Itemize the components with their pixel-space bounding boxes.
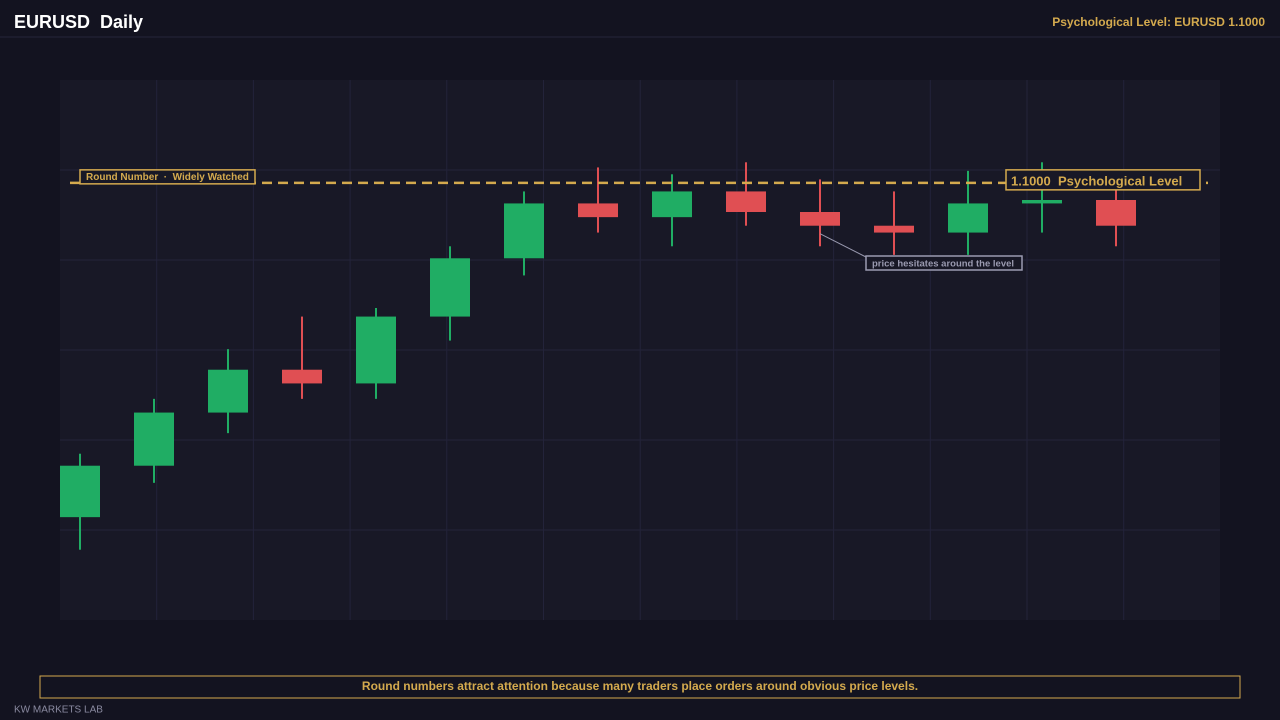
level-label: 1.1000 Psychological Level xyxy=(1011,173,1182,188)
chart-title: EURUSD Daily xyxy=(14,12,143,32)
brand: KW MARKETS LAB xyxy=(14,705,103,716)
candle-body xyxy=(948,203,988,233)
candle-body xyxy=(652,191,692,218)
candles xyxy=(60,162,1136,550)
candle-body xyxy=(430,258,470,317)
candle-body xyxy=(1096,200,1136,226)
annotation-box xyxy=(865,255,1023,271)
overlay: Round Number · Widely Watched 1.1000 Psyc… xyxy=(70,169,1208,271)
annotation: price hesitates around the level xyxy=(872,259,1014,270)
candle-body xyxy=(578,203,618,218)
chart-subtitle: Psychological Level: EURUSD 1.1000 xyxy=(1052,15,1265,29)
note-box xyxy=(39,675,1241,699)
candle-body xyxy=(282,369,322,384)
note: Round numbers attract attention because … xyxy=(362,679,918,693)
candle-body xyxy=(504,203,544,259)
candle-body xyxy=(1022,200,1062,204)
candle-body xyxy=(134,412,174,466)
candle-body xyxy=(208,369,248,413)
level-tag-box xyxy=(79,169,256,185)
candle-body xyxy=(60,465,100,518)
candle-body xyxy=(800,212,840,226)
level-tag: Round Number · Widely Watched xyxy=(86,172,249,183)
level-label-box xyxy=(1005,169,1201,191)
candle-body xyxy=(356,316,396,384)
candle-body xyxy=(874,225,914,233)
candle-body xyxy=(726,191,766,212)
grid xyxy=(60,80,1220,620)
annotation-pointer xyxy=(819,233,867,258)
